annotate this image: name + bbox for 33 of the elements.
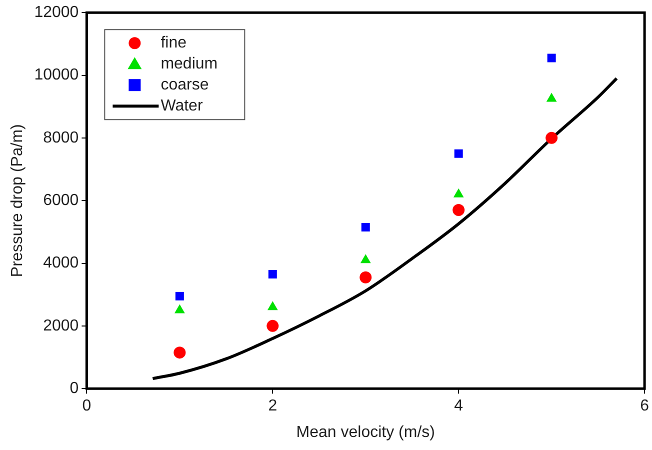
point <box>360 271 372 284</box>
y-tick-label: 2000 <box>43 317 79 334</box>
y-tick-label: 10000 <box>34 66 79 84</box>
legend-label: Water <box>160 98 204 115</box>
y-tick-label: 6000 <box>43 192 79 210</box>
point <box>454 149 463 158</box>
point <box>267 301 278 310</box>
legend-label: fine <box>160 34 187 52</box>
legend-label: coarse <box>160 76 209 94</box>
y-tick-label: 8000 <box>43 129 79 146</box>
point <box>452 204 465 216</box>
point <box>453 188 464 198</box>
x-tick-label: 2 <box>268 398 278 415</box>
point <box>360 254 371 264</box>
point <box>546 132 558 144</box>
point <box>268 270 277 278</box>
x-tick-label: 4 <box>454 398 464 415</box>
legend-label: medium <box>160 56 218 73</box>
y-axis-title: Pressure drop (Pa/m) <box>9 124 26 278</box>
y-tick-label: 0 <box>70 380 79 398</box>
point <box>266 320 279 332</box>
point <box>361 222 370 232</box>
y-tick-label: 12000 <box>34 4 79 22</box>
x-tick-label: 6 <box>640 398 650 415</box>
line-series <box>151 76 618 380</box>
y-tick-label: 4000 <box>43 254 79 272</box>
point <box>174 346 186 359</box>
point <box>174 304 185 314</box>
point <box>547 54 556 62</box>
point <box>546 92 557 102</box>
point <box>175 292 184 300</box>
x-tick-label: 0 <box>82 398 92 415</box>
x-axis-title: Mean velocity (m/s) <box>296 424 435 441</box>
